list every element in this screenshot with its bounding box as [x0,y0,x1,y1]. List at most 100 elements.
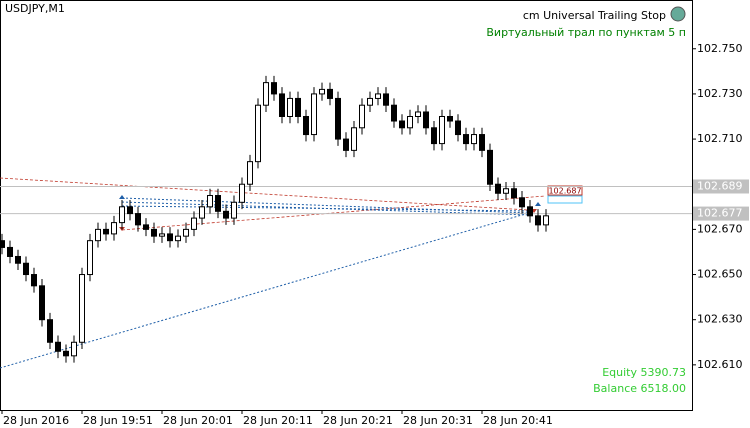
indicator-icon [670,6,686,22]
candle-body [407,115,413,129]
candle-body [471,134,477,145]
candle-body [143,224,149,230]
candle-body [111,222,117,235]
candle-body [335,97,341,140]
candle-body [71,341,77,357]
price-label: 102.689 [697,179,743,192]
x-tick-label: 28 Jun 2016 [3,414,69,427]
candle-body [135,213,141,226]
candle-body [439,115,445,145]
x-tick-label: 28 Jun 20:31 [403,414,473,427]
trend-line [0,211,533,369]
y-tick-label: 102.730 [697,87,743,100]
candle-body [215,195,221,212]
candle-body [103,228,109,235]
candle-body [0,240,5,248]
trend-line [0,177,529,211]
candle-body [511,188,517,199]
candle-body [391,104,397,122]
candle-body [311,93,317,136]
y-tick-label: 102.710 [697,132,743,145]
candle-body [87,240,93,276]
candle-body [23,262,29,276]
annotation-box [547,195,583,204]
candle-body [119,206,125,224]
candle-body [47,319,53,343]
candle-body [487,149,493,185]
candle-body [375,93,381,99]
candle-body [7,246,13,257]
candle-body [351,127,357,151]
arrow-marker [535,202,541,206]
x-tick-label: 28 Jun 20:41 [483,414,553,427]
y-tick-label: 102.610 [697,358,743,371]
candle-body [95,228,101,242]
indicator-status: Виртуальный трал по пунктам 5 п [486,26,686,39]
candle-body [295,97,301,117]
plot-frame [0,0,693,411]
candle-body [327,88,333,99]
candle-body [455,120,461,136]
price-label-box [693,206,749,221]
x-tick-label: 28 Jun 20:01 [163,414,233,427]
candle-body [63,350,69,357]
candle-body [151,228,157,237]
candle-body [431,127,437,145]
candle-body [231,201,237,219]
candle-body [199,206,205,219]
candle-body [463,134,469,145]
candle-body [447,115,453,122]
candle-body [383,93,389,106]
y-tick-label: 102.670 [697,222,743,235]
candle-body [167,233,173,242]
chart-title: USDJPY,M1 [5,2,65,15]
candle-body [503,188,509,194]
trend-line [121,205,531,212]
candle-body [303,115,309,136]
candle-body [319,88,325,95]
candle-body [367,97,373,106]
x-tick-label: 28 Jun 20:11 [243,414,313,427]
candle-body [15,255,21,264]
candle-body [343,138,349,151]
annotation: 102.687 [548,187,581,196]
candle-body [31,274,37,287]
candle-body [183,228,189,237]
candle-body [359,104,365,129]
candle-body [263,82,269,106]
y-tick-label: 102.750 [697,42,743,55]
x-tick-label: 28 Jun 20:21 [323,414,393,427]
candle-body [535,215,541,226]
candle-body [423,111,429,129]
indicator-name: cm Universal Trailing Stop [523,9,666,22]
candle-body [255,104,261,163]
candle-body [287,97,293,117]
candle-body [223,210,229,219]
balance: Balance 6518.00 [593,382,686,395]
x-tick-label: 28 Jun 19:51 [83,414,153,427]
candle-body [279,93,285,117]
candle-body [271,82,277,95]
y-tick-label: 102.650 [697,268,743,281]
candle-body [543,215,549,226]
candle-body [127,206,133,215]
y-tick-label: 102.630 [697,313,743,326]
candle-body [191,217,197,230]
candle-body [495,183,501,194]
candle-body [55,341,61,352]
candle-body [159,233,165,237]
candle-body [399,120,405,129]
candle-body [175,235,181,242]
candle-body [207,195,213,208]
candle-body [415,111,421,117]
candle-body [479,134,485,151]
price-label: 102.677 [697,207,743,220]
candle-body [39,285,45,321]
candle-body [247,161,253,185]
candle-body [239,183,245,203]
candle-body [519,197,525,208]
candle-body [527,206,533,217]
arrow-marker [119,195,125,199]
